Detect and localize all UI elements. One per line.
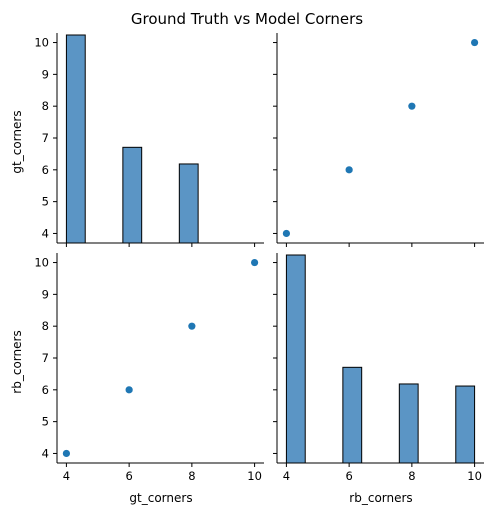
- hist-bar: [123, 147, 142, 243]
- panel-rb-vs-gt-scatter: 4 6 8 10 4 5 6 7 8 9 10: [34, 253, 264, 483]
- x-tick-label: 6: [125, 469, 132, 483]
- y-tick-label: 8: [42, 99, 49, 113]
- y-tick-label: 7: [42, 351, 49, 365]
- scatter-point: [188, 323, 195, 330]
- hist-bar: [343, 367, 362, 463]
- panels-group: 4 5 6 7 8 9 10 4 6 8 10 4 5 6 7 8 9 10 4 6 8 10: [34, 33, 484, 483]
- x-axis-label-gt: gt_corners: [129, 491, 192, 505]
- y-axis-label-rb: rb_corners: [10, 330, 24, 393]
- hist-bar: [399, 384, 418, 463]
- hist-bar: [456, 386, 475, 463]
- y-tick-label: 6: [42, 163, 49, 177]
- y-tick-label: 5: [42, 195, 49, 209]
- y-tick-label: 10: [34, 256, 49, 270]
- hist-bar: [66, 35, 85, 243]
- scatter-point: [408, 103, 415, 110]
- y-axis-label-gt: gt_corners: [10, 110, 24, 173]
- y-tick-label: 6: [42, 383, 49, 397]
- x-tick-label: 10: [247, 469, 262, 483]
- scatter-point: [251, 259, 258, 266]
- x-tick-label: 10: [467, 469, 482, 483]
- panel-gt-hist: 4 5 6 7 8 9 10: [34, 33, 264, 247]
- x-tick-label: 6: [345, 469, 352, 483]
- y-tick-label: 4: [42, 446, 49, 460]
- hist-bar: [179, 164, 198, 243]
- y-tick-label: 5: [42, 415, 49, 429]
- panel-gt-vs-rb-scatter: [273, 33, 484, 247]
- y-tick-label: 4: [42, 226, 49, 240]
- y-tick-label: 8: [42, 319, 49, 333]
- scatter-point: [471, 39, 478, 46]
- y-tick-label: 10: [34, 36, 49, 50]
- x-tick-label: 8: [188, 469, 195, 483]
- y-tick-label: 9: [42, 67, 49, 81]
- x-axis-label-rb: rb_corners: [349, 491, 412, 505]
- y-tick-label: 9: [42, 287, 49, 301]
- x-tick-label: 4: [283, 469, 290, 483]
- chart-title: Ground Truth vs Model Corners: [131, 10, 363, 28]
- y-tick-label: 7: [42, 131, 49, 145]
- panel-rb-hist: 4 6 8 10: [273, 253, 484, 483]
- scatter-point: [63, 450, 70, 457]
- scatter-point: [283, 230, 290, 237]
- scatter-point: [126, 386, 133, 393]
- x-tick-label: 4: [63, 469, 70, 483]
- x-tick-label: 8: [408, 469, 415, 483]
- hist-bar: [286, 255, 305, 463]
- scatter-point: [346, 166, 353, 173]
